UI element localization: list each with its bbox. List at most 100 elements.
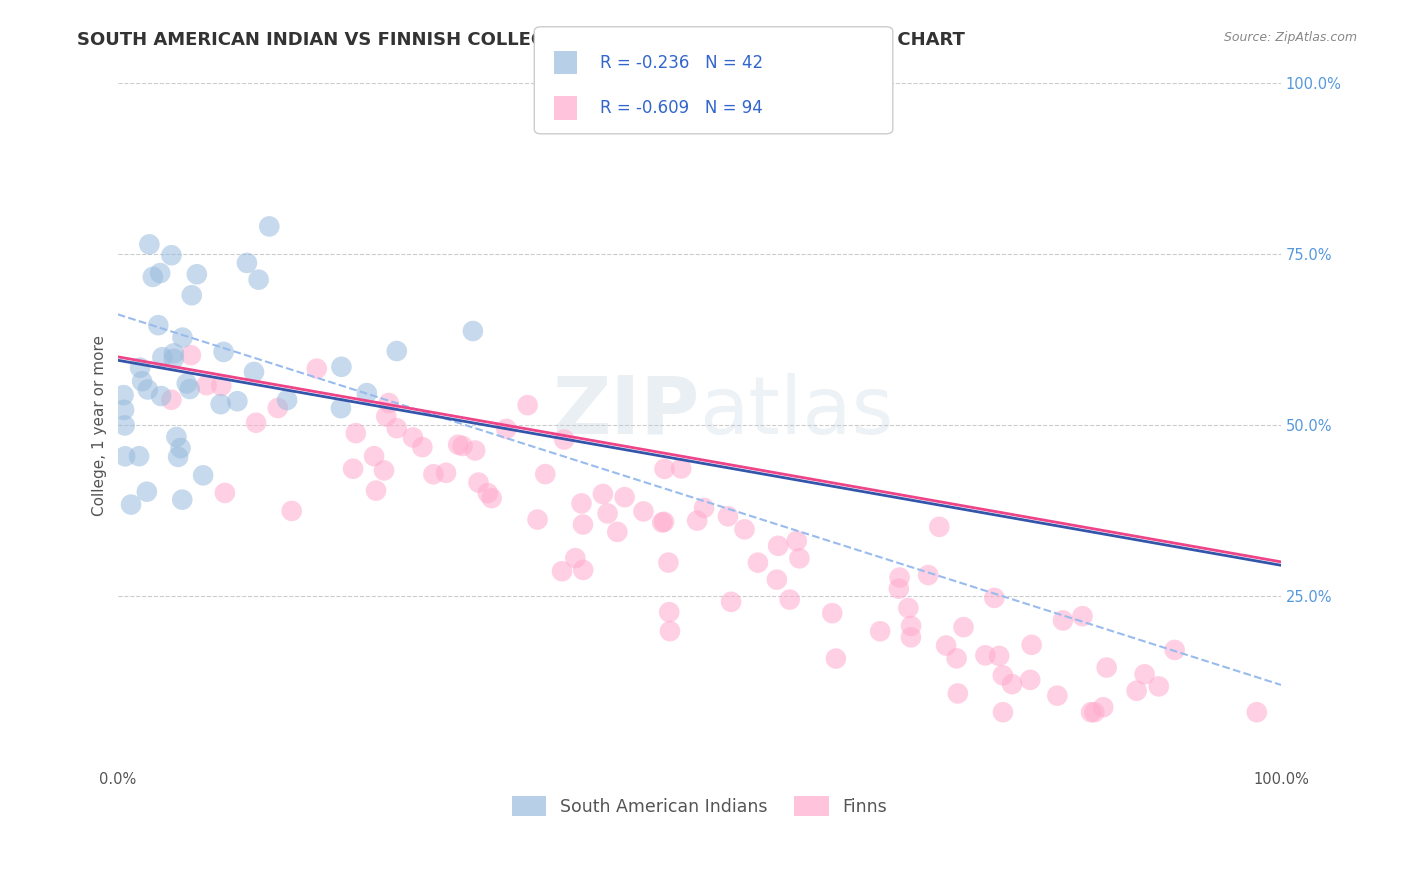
Point	[596, 507, 619, 521]
Point	[356, 386, 378, 401]
Legend: South American Indians, Finns: South American Indians, Finns	[505, 789, 894, 823]
Point	[747, 556, 769, 570]
Point	[135, 484, 157, 499]
Point	[1083, 705, 1105, 719]
Point	[165, 430, 187, 444]
Point	[451, 439, 474, 453]
Point	[112, 388, 135, 402]
Point	[150, 350, 173, 364]
Point	[733, 522, 755, 536]
Point	[983, 591, 1005, 605]
Point	[330, 359, 353, 374]
Point	[988, 648, 1011, 663]
Point	[1163, 643, 1185, 657]
Point	[461, 324, 484, 338]
Point	[693, 500, 716, 515]
Text: ZIP: ZIP	[553, 373, 699, 450]
Point	[114, 418, 136, 433]
Point	[163, 346, 186, 360]
Point	[553, 433, 575, 447]
Point	[447, 438, 470, 452]
Point	[402, 430, 425, 444]
Point	[1001, 677, 1024, 691]
Point	[917, 568, 939, 582]
Point	[779, 592, 801, 607]
Point	[946, 686, 969, 700]
Point	[169, 441, 191, 455]
Point	[572, 517, 595, 532]
Point	[148, 318, 170, 333]
Point	[551, 564, 574, 578]
Point	[243, 365, 266, 379]
Point	[247, 273, 270, 287]
Point	[592, 487, 614, 501]
Point	[766, 539, 789, 553]
Point	[786, 534, 808, 549]
Point	[900, 630, 922, 644]
Point	[342, 461, 364, 475]
Point	[236, 256, 259, 270]
Point	[789, 551, 811, 566]
Y-axis label: College, 1 year or more: College, 1 year or more	[93, 334, 107, 516]
Point	[150, 389, 173, 403]
Point	[464, 443, 486, 458]
Point	[572, 563, 595, 577]
Point	[658, 605, 681, 619]
Point	[1246, 705, 1268, 719]
Point	[259, 219, 281, 234]
Point	[226, 394, 249, 409]
Point	[1021, 638, 1043, 652]
Point	[633, 504, 655, 518]
Point	[900, 619, 922, 633]
Point	[991, 668, 1014, 682]
Point	[411, 440, 433, 454]
Point	[495, 422, 517, 436]
Point	[245, 416, 267, 430]
Point	[364, 483, 387, 498]
Point	[163, 351, 186, 366]
Point	[766, 573, 789, 587]
Point	[136, 383, 159, 397]
Point	[1071, 609, 1094, 624]
Point	[654, 462, 676, 476]
Point	[686, 514, 709, 528]
Point	[1092, 700, 1115, 714]
Point	[160, 248, 183, 262]
Point	[897, 601, 920, 615]
Point	[952, 620, 974, 634]
Point	[481, 491, 503, 505]
Point	[120, 498, 142, 512]
Point	[209, 379, 232, 393]
Point	[928, 520, 950, 534]
Point	[659, 624, 682, 639]
Point	[477, 486, 499, 500]
Point	[179, 382, 201, 396]
Point	[467, 475, 489, 490]
Point	[825, 651, 848, 665]
Point	[651, 516, 673, 530]
Point	[434, 466, 457, 480]
Point	[176, 376, 198, 391]
Point	[280, 504, 302, 518]
Point	[377, 396, 399, 410]
Point	[657, 556, 679, 570]
Point	[652, 515, 675, 529]
Point	[114, 450, 136, 464]
Point	[214, 486, 236, 500]
Point	[534, 467, 557, 482]
Point	[180, 288, 202, 302]
Point	[887, 582, 910, 596]
Point	[375, 409, 398, 424]
Point	[138, 237, 160, 252]
Point	[385, 344, 408, 359]
Point	[131, 374, 153, 388]
Point	[172, 330, 194, 344]
Point	[889, 570, 911, 584]
Point	[209, 397, 232, 411]
Point	[344, 426, 367, 441]
Point	[186, 267, 208, 281]
Text: atlas: atlas	[699, 373, 894, 450]
Point	[160, 392, 183, 407]
Point	[329, 401, 352, 416]
Point	[276, 393, 298, 408]
